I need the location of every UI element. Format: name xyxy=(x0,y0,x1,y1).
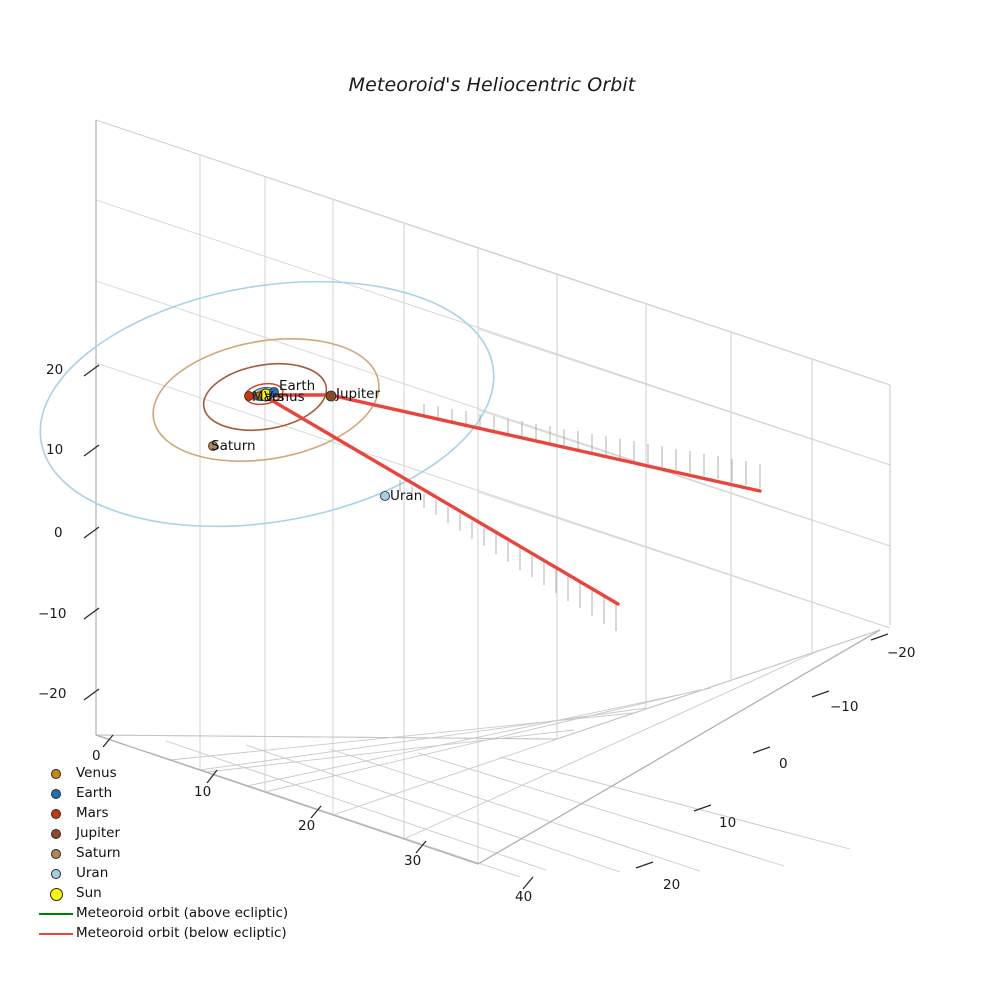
legend-item-saturn[interactable]: Saturn xyxy=(36,844,296,864)
legend-label: Earth xyxy=(76,785,113,802)
x-tick-label: 30 xyxy=(404,853,422,869)
pane-floor-mesh xyxy=(165,687,851,873)
legend-item-earth[interactable]: Earth xyxy=(36,784,296,804)
y-tick-label: −20 xyxy=(38,686,67,702)
x-tick-label: 20 xyxy=(298,818,316,834)
x-tick-label: 0 xyxy=(92,748,101,764)
legend-label: Meteoroid orbit (below ecliptic) xyxy=(76,925,287,942)
label-saturn: Saturn xyxy=(211,438,256,454)
legend-label: Jupiter xyxy=(76,825,121,842)
orbit-jupiter xyxy=(202,363,328,431)
y-axis-ticks xyxy=(83,364,100,701)
legend: Venus Earth Mars Jupiter Saturn xyxy=(36,764,296,944)
legend-item-orbit-above[interactable]: Meteoroid orbit (above ecliptic) xyxy=(36,904,296,924)
z-axis-spine xyxy=(477,629,881,865)
y-tick-label: 0 xyxy=(54,525,63,541)
legend-item-sun[interactable]: Sun xyxy=(36,884,296,904)
legend-label: Sun xyxy=(76,885,102,902)
pane-right-grid xyxy=(556,274,891,739)
meteoroid-trajectory-below-ecliptic xyxy=(260,393,762,606)
legend-label: Uran xyxy=(76,865,109,882)
label-earth: Earth xyxy=(279,378,316,394)
pane-right-hgrid xyxy=(477,247,891,629)
z-axis-ticks xyxy=(635,633,889,869)
pane-top-edges xyxy=(95,119,891,386)
legend-label: Saturn xyxy=(76,845,121,862)
legend-item-mars[interactable]: Mars xyxy=(36,804,296,824)
legend-item-orbit-below[interactable]: Meteoroid orbit (below ecliptic) xyxy=(36,924,296,944)
marker-mars xyxy=(244,391,254,401)
legend-label: Meteoroid orbit (above ecliptic) xyxy=(76,905,289,922)
axis-spines xyxy=(95,120,891,865)
orbit-uranus xyxy=(39,280,495,528)
legend-marker-saturn xyxy=(36,849,76,859)
y-tick-label: 10 xyxy=(46,442,64,458)
legend-marker-uranus xyxy=(36,869,76,879)
marker-uranus xyxy=(380,491,390,501)
legend-marker-sun xyxy=(36,887,76,901)
marker-jupiter xyxy=(325,390,337,402)
x-axis-spine xyxy=(95,734,479,865)
z-tick-label: 20 xyxy=(663,877,681,893)
legend-marker-earth xyxy=(36,789,76,799)
label-venus: Venus xyxy=(264,389,305,405)
z-tick-label: −20 xyxy=(887,645,916,661)
legend-marker-mars xyxy=(36,809,76,819)
x-tick-label: 10 xyxy=(194,784,212,800)
z-tick-label: −10 xyxy=(830,699,859,715)
legend-marker-jupiter xyxy=(36,829,76,839)
legend-line-above-ecliptic xyxy=(36,913,76,915)
legend-label: Mars xyxy=(76,805,109,822)
y-tick-label: −10 xyxy=(38,606,67,622)
marker-saturn xyxy=(208,441,218,451)
marker-earth xyxy=(269,387,279,397)
page-title: Meteoroid's Heliocentric Orbit xyxy=(348,74,636,96)
legend-label: Venus xyxy=(76,765,117,782)
orbit-saturn xyxy=(152,338,380,462)
legend-item-jupiter[interactable]: Jupiter xyxy=(36,824,296,844)
legend-item-uranus[interactable]: Uran xyxy=(36,864,296,884)
legend-line-below-ecliptic xyxy=(36,933,76,935)
label-uranus: Uran xyxy=(390,488,423,504)
orbit-ellipses xyxy=(39,280,495,528)
x-axis-ticks xyxy=(102,734,534,890)
x-tick-label: 40 xyxy=(515,889,533,905)
trajectory-branch-lower xyxy=(264,395,620,606)
label-mars: Mars xyxy=(252,389,285,405)
y-tick-label: 20 xyxy=(46,362,64,378)
stems-upper-branch xyxy=(423,404,761,488)
legend-item-venus[interactable]: Venus xyxy=(36,764,296,784)
label-jupiter: Jupiter xyxy=(336,386,381,402)
planet-markers xyxy=(208,387,390,501)
stems-lower-branch xyxy=(399,480,617,631)
z-tick-label: 10 xyxy=(719,815,737,831)
legend-marker-venus xyxy=(36,769,76,779)
z-tick-label: 0 xyxy=(779,756,788,772)
